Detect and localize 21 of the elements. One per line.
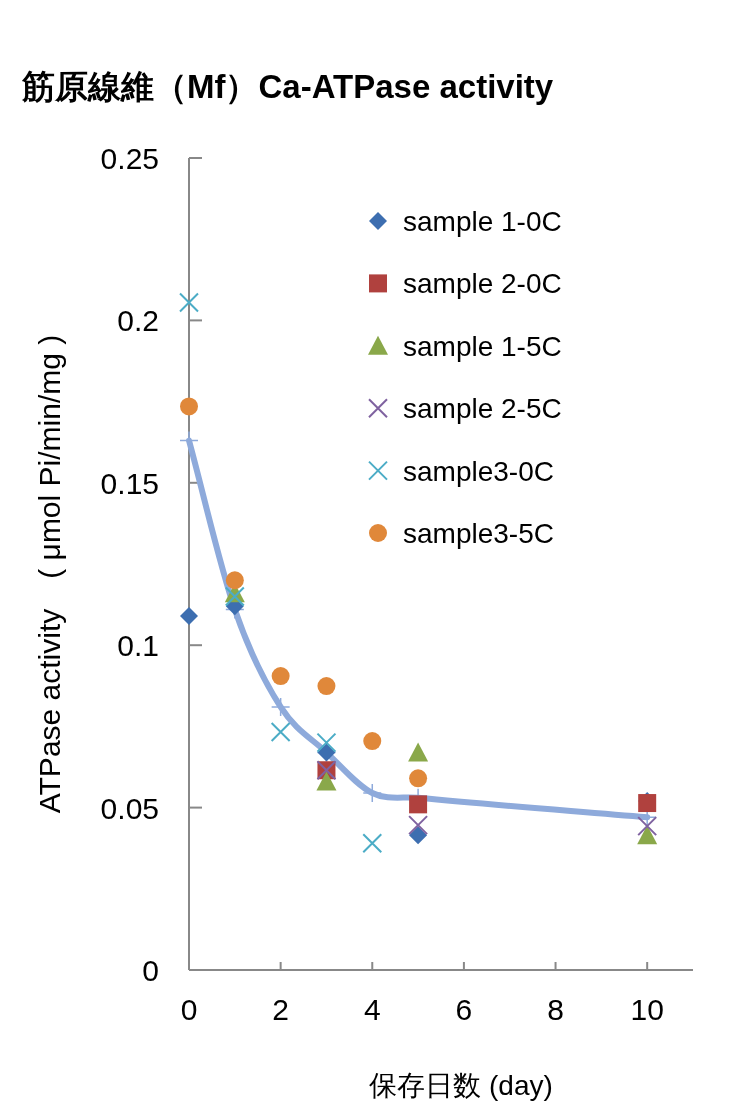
legend-label: sample 2-5C [403,393,562,425]
legend-label: sample3-0C [403,455,554,487]
y-tick-label: 0.25 [100,142,159,175]
x-tick-label: 4 [363,993,381,1026]
y-tick-label: 0.2 [117,304,159,338]
x-tick-label: 0 [180,993,198,1026]
legend-label: sample 1-5C [403,330,562,362]
x-tick-label: 6 [455,993,473,1026]
y-tick-label: 0.15 [100,466,159,500]
y-tick-label: 0 [142,954,159,987]
y-tick-label: 0.05 [100,791,159,825]
legend-label: sample 2-0C [403,268,562,300]
x-tick-label: 8 [547,993,564,1026]
x-axis-title: 保存日数 (day) [369,1070,553,1101]
x-tick-label: 2 [272,993,289,1026]
legend-label: sample3-5C [403,518,554,549]
y-axis-title: ATPase activity ( μmol Pi/min/mg ) [33,334,66,814]
legend-label: sample 1-0C [403,206,562,237]
chart-title: 筋原線維（Mf）Ca-ATPase activity [21,68,554,105]
x-tick-label: 10 [630,993,664,1026]
y-tick-label: 0.1 [117,629,159,663]
